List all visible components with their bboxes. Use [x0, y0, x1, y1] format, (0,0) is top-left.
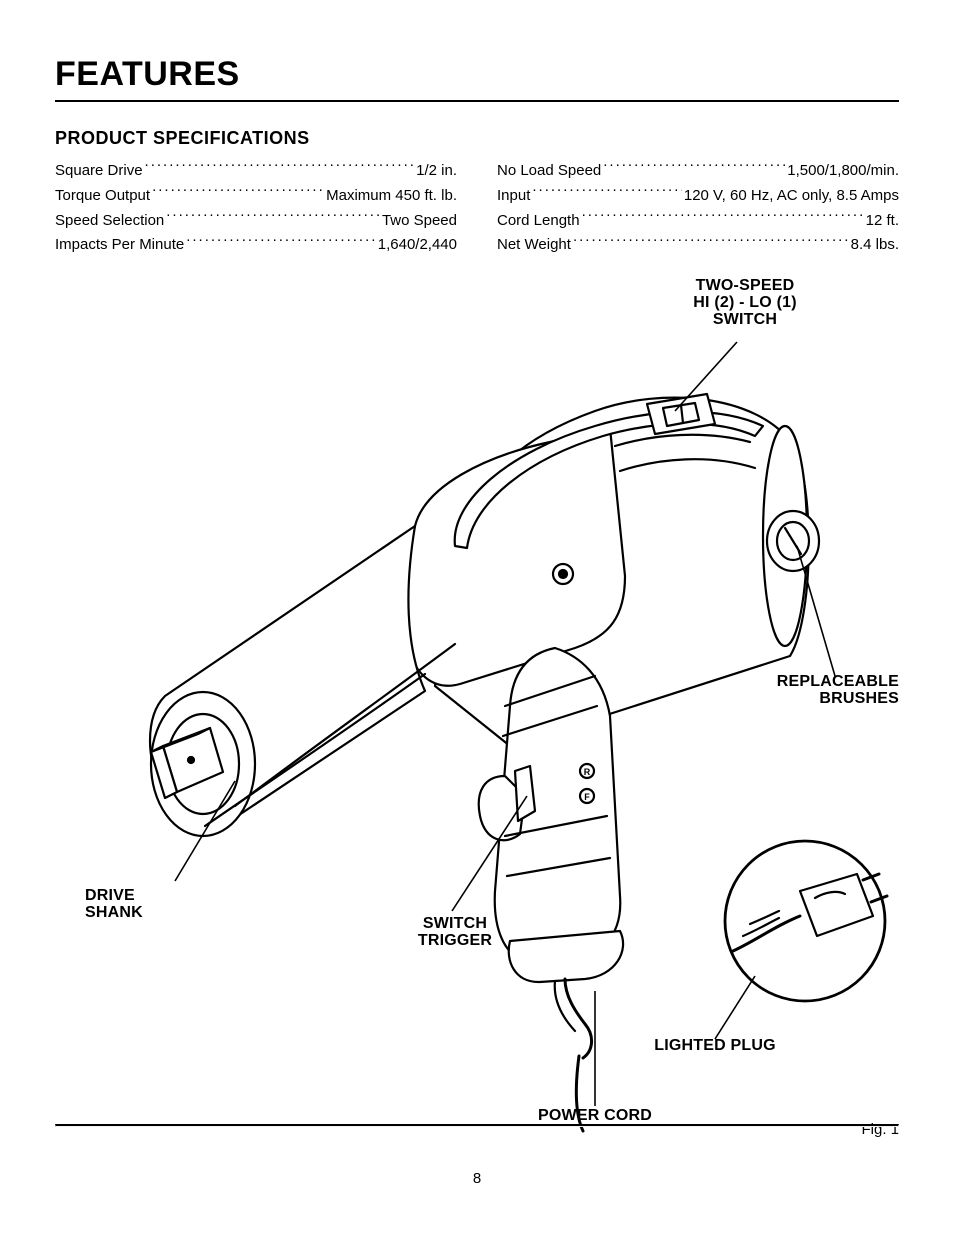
specs-table: Square Drive 1/2 in. Torque Output Maximum… — [55, 159, 899, 258]
spec-value: 1/2 in. — [416, 159, 457, 184]
spec-row: No Load Speed 1,500/1,800/min. — [497, 159, 899, 184]
svg-text:F: F — [584, 792, 590, 802]
spec-label: Impacts Per Minute — [55, 233, 184, 258]
spec-label: Cord Length — [497, 209, 580, 234]
spec-label: Speed Selection — [55, 209, 164, 234]
spec-value: Maximum 450 ft. lb. — [326, 184, 457, 209]
spec-row: Impacts Per Minute 1,640/2,440 — [55, 233, 457, 258]
spec-row: Square Drive 1/2 in. — [55, 159, 457, 184]
callout-line: TWO-SPEED — [696, 277, 795, 294]
callout-line: SWITCH — [713, 311, 777, 328]
spec-label: No Load Speed — [497, 159, 601, 184]
spec-value: Two Speed — [382, 209, 457, 234]
leader-dots — [603, 160, 785, 175]
callout-line: HI (2) - LO (1) — [693, 294, 796, 311]
callout-line: SHANK — [85, 904, 143, 921]
callout-line: SWITCH — [423, 915, 487, 932]
callout-replaceable-brushes: REPLACEABLE BRUSHES — [775, 674, 899, 708]
callout-line: BRUSHES — [819, 690, 899, 707]
leader-dots — [573, 234, 849, 249]
specs-heading: PRODUCT SPECIFICATIONS — [55, 128, 899, 149]
svg-text:R: R — [584, 767, 591, 777]
callout-drive-shank: DRIVE SHANK — [85, 888, 185, 922]
callout-switch-trigger: SWITCH TRIGGER — [400, 916, 510, 950]
callout-line: TRIGGER — [418, 932, 492, 949]
spec-value: 8.4 lbs. — [851, 233, 899, 258]
spec-value: 12 ft. — [866, 209, 899, 234]
leader-dots — [532, 185, 681, 200]
callout-line: REPLACEABLE — [777, 673, 899, 690]
leader-dots — [186, 234, 376, 249]
spec-label: Square Drive — [55, 159, 143, 184]
spec-label: Torque Output — [55, 184, 150, 209]
bottom-rule — [55, 1124, 899, 1127]
callout-two-speed-switch: TWO-SPEED HI (2) - LO (1) SWITCH — [675, 278, 815, 328]
spec-row: Net Weight 8.4 lbs. — [497, 233, 899, 258]
spec-value: 1,500/1,800/min. — [787, 159, 899, 184]
leader-dots — [166, 210, 380, 225]
figure-area: R F TWO-SPEED HI (2) - LO (1) SWITCH REP… — [55, 276, 899, 1146]
leader-dots — [152, 185, 324, 200]
specs-col-left: Square Drive 1/2 in. Torque Output Maximum… — [55, 159, 457, 258]
callout-line: DRIVE — [85, 887, 135, 904]
callout-lighted-plug: LIGHTED PLUG — [625, 1038, 805, 1055]
spec-label: Net Weight — [497, 233, 571, 258]
spec-value: 1,640/2,440 — [378, 233, 457, 258]
spec-row: Cord Length 12 ft. — [497, 209, 899, 234]
callout-line: POWER CORD — [538, 1107, 652, 1124]
page-number: 8 — [0, 1170, 954, 1187]
specs-col-right: No Load Speed 1,500/1,800/min. Input 120 V… — [497, 159, 899, 258]
callout-line: LIGHTED PLUG — [654, 1037, 776, 1054]
heading-rule — [55, 100, 899, 102]
spec-row: Speed Selection Two Speed — [55, 209, 457, 234]
callout-power-cord: POWER CORD — [490, 1108, 700, 1125]
impact-wrench-diagram: R F — [55, 276, 899, 1146]
spec-value: 120 V, 60 Hz, AC only, 8.5 Amps — [684, 184, 899, 209]
leader-dots — [145, 160, 415, 175]
spec-row: Input 120 V, 60 Hz, AC only, 8.5 Amps — [497, 184, 899, 209]
spec-label: Input — [497, 184, 530, 209]
page-heading: FEATURES — [55, 55, 899, 94]
leader-dots — [582, 210, 864, 225]
spec-row: Torque Output Maximum 450 ft. lb. — [55, 184, 457, 209]
